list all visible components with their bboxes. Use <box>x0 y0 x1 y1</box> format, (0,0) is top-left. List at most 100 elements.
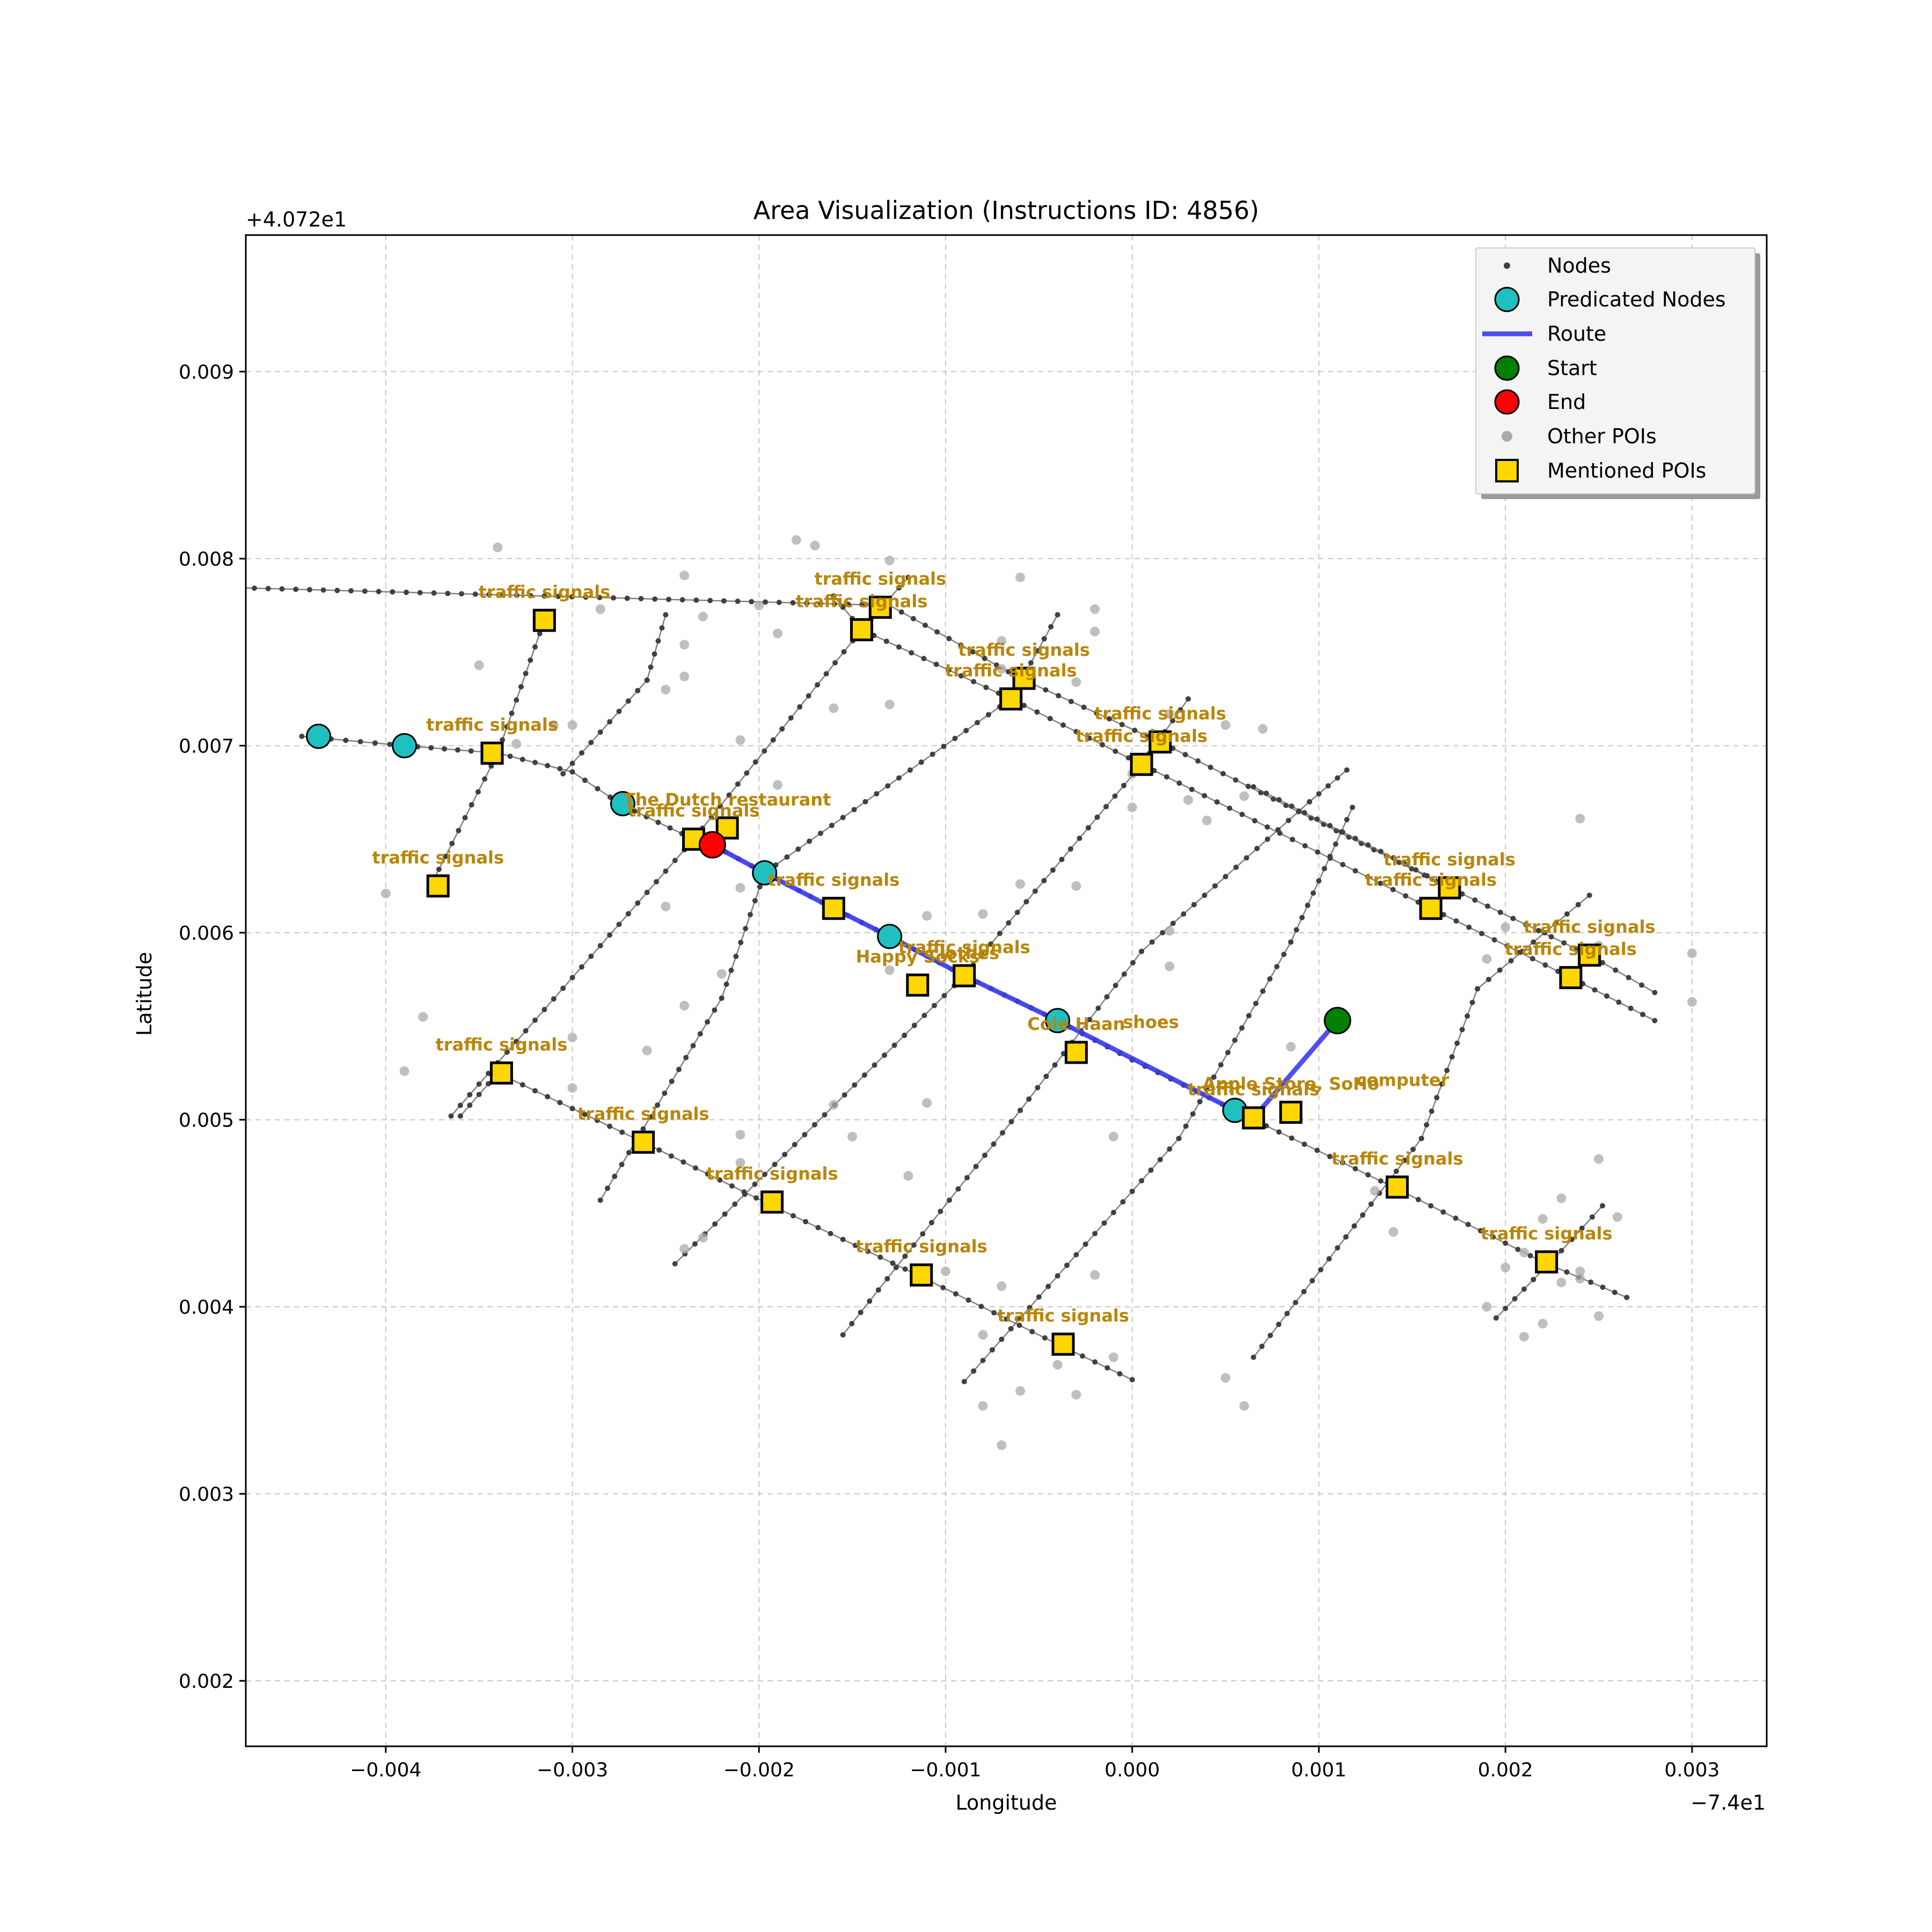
street-node <box>1589 1214 1595 1220</box>
street-node <box>1600 1284 1606 1290</box>
other-poi-point <box>679 640 690 650</box>
other-poi-point <box>1556 1277 1567 1287</box>
chart-title: Area Visualization (Instructions ID: 485… <box>753 196 1260 225</box>
street-node <box>1034 709 1040 715</box>
mentioned-poi-marker <box>1578 943 1601 967</box>
street-node <box>896 585 902 591</box>
other-poi-point <box>1220 720 1231 730</box>
street-node <box>462 815 468 821</box>
street-node <box>1041 636 1047 642</box>
street-node <box>1160 930 1166 935</box>
poi-category-label: computer <box>1357 1070 1450 1091</box>
street-node <box>923 623 928 628</box>
street-node <box>1449 1054 1455 1060</box>
street-node <box>528 592 533 598</box>
street-node <box>1415 1197 1421 1203</box>
other-poi-point <box>661 902 671 912</box>
mentioned-poi-marker <box>532 609 556 632</box>
other-poi-point <box>679 1243 690 1254</box>
street-node <box>1439 1081 1445 1087</box>
other-poi-point <box>978 1330 988 1340</box>
street-node <box>1195 758 1201 764</box>
street-node <box>749 599 755 605</box>
other-poi-point <box>1538 1319 1548 1329</box>
mentioned-poi-label: traffic signals <box>1075 726 1208 746</box>
street-node <box>828 1231 833 1236</box>
street-node <box>619 1161 625 1167</box>
street-node <box>861 1072 867 1078</box>
street-node <box>865 1248 871 1254</box>
street-node <box>934 629 940 635</box>
street-node <box>1558 1248 1564 1254</box>
street-node <box>500 592 506 598</box>
street-node <box>1368 1201 1374 1207</box>
mentioned-poi-label: traffic signals <box>1094 703 1226 723</box>
street-node <box>1510 916 1516 921</box>
street-node <box>1086 825 1092 831</box>
street-node <box>1335 1245 1341 1251</box>
other-poi-point <box>1015 1386 1026 1396</box>
street-node <box>1177 707 1183 713</box>
other-poi-point <box>567 1033 577 1043</box>
street-node <box>905 574 911 580</box>
x-tick-label: −0.003 <box>537 1759 608 1781</box>
street-node <box>545 763 551 769</box>
street-node <box>1006 920 1012 926</box>
street-node <box>1021 702 1027 708</box>
street-node <box>1000 1130 1006 1136</box>
other-poi-point <box>1594 1154 1604 1164</box>
street-node <box>1301 1289 1307 1294</box>
street-node <box>1107 716 1113 722</box>
street-node <box>1338 829 1344 835</box>
street-node <box>902 1253 908 1259</box>
street-node <box>958 673 964 679</box>
other-poi-point <box>1052 1360 1063 1370</box>
street-node <box>877 1254 883 1260</box>
street-node <box>625 698 631 704</box>
street-node <box>476 1092 482 1097</box>
street-node <box>893 1264 899 1270</box>
street-node <box>404 589 409 595</box>
street-node <box>579 750 584 756</box>
mentioned-poi-label: traffic signals <box>945 660 1077 680</box>
street-node <box>1263 791 1269 796</box>
mentioned-poi-marker <box>1419 897 1443 920</box>
street-node <box>1640 1012 1646 1018</box>
street-node <box>299 734 305 740</box>
street-node <box>486 591 492 597</box>
street-node <box>971 679 977 685</box>
street-node <box>1624 1294 1630 1300</box>
street-node <box>735 598 741 604</box>
street-node <box>983 684 989 690</box>
street-node <box>1515 1247 1521 1253</box>
street-node <box>1130 960 1136 965</box>
street-node <box>1185 696 1191 702</box>
street-node <box>595 786 601 792</box>
street-node <box>1351 1223 1357 1229</box>
street-node <box>1327 823 1333 829</box>
street-node <box>1599 1203 1605 1209</box>
street-node <box>569 975 575 980</box>
street-node <box>348 588 354 594</box>
street-node <box>663 868 669 874</box>
street-node <box>1579 1225 1585 1231</box>
street-node <box>1281 952 1287 957</box>
street-node <box>1113 983 1118 989</box>
street-node <box>1344 767 1350 773</box>
street-node <box>655 638 661 644</box>
start-marker <box>1323 1007 1351 1035</box>
other-poi-point <box>1687 997 1697 1007</box>
street-node <box>1652 1018 1658 1023</box>
street-node <box>1586 892 1592 898</box>
street-node <box>1592 987 1598 993</box>
street-node <box>1365 842 1371 848</box>
street-node <box>604 1185 610 1191</box>
other-poi-point <box>829 1100 839 1110</box>
street-node <box>872 1062 877 1068</box>
street-node <box>1503 1305 1509 1311</box>
street-node <box>891 1042 897 1048</box>
street-node <box>1504 943 1510 949</box>
street-node <box>1112 793 1118 799</box>
street-node <box>770 737 776 743</box>
mentioned-poi-marker <box>1279 1101 1302 1124</box>
